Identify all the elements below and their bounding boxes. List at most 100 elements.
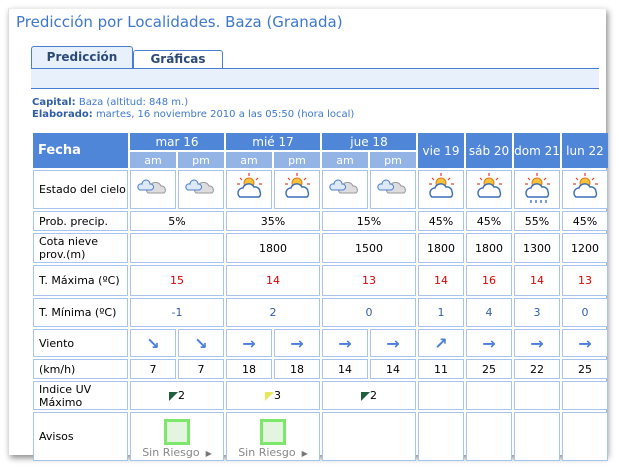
- wind-cell: →: [274, 329, 320, 357]
- kmh-value: 18: [290, 362, 304, 376]
- sun-cloud-rain-icon: [520, 173, 554, 208]
- capital-value: Baza (altitud: 848 m.): [78, 97, 189, 108]
- snow-value: 1500: [355, 241, 383, 255]
- kmh-cell: 14: [322, 359, 368, 379]
- wind-direction-icon: →: [338, 333, 352, 353]
- uv-level-icon: [169, 392, 178, 401]
- day-header: jue 18: [322, 133, 416, 150]
- kmh-value: 14: [338, 362, 352, 376]
- sky-cell: [322, 170, 368, 209]
- avisos-cell: [514, 412, 560, 461]
- cloudy-icon: [376, 179, 410, 208]
- arrow-right-icon[interactable]: ▶: [301, 448, 308, 458]
- header-row-days: Fecha mar 16 mié 17 jue 18 vie 19 sáb 20 dom 2…: [33, 133, 608, 168]
- precip-value: 55%: [524, 214, 550, 228]
- tmin-cell: 3: [514, 298, 560, 327]
- precip-cell: 35%: [226, 211, 320, 231]
- snow-value: 1800: [475, 241, 503, 255]
- precip-cell: 45%: [418, 211, 464, 231]
- day-header: dom 21: [514, 133, 560, 168]
- day-header: mar 16: [130, 133, 224, 150]
- sky-cell: [514, 170, 560, 209]
- sky-cell: [418, 170, 464, 209]
- wind-cell: →: [562, 329, 608, 357]
- uv-cell: 2: [130, 381, 224, 410]
- tmin-cell: 1: [418, 298, 464, 327]
- sky-cell: [226, 170, 272, 209]
- row-avisos: Avisos Sin Riesgo ▶ Sin Riesgo ▶: [33, 412, 608, 461]
- precip-value: 45%: [572, 214, 598, 228]
- kmh-cell: 25: [562, 359, 608, 379]
- wind-cell: →: [370, 329, 416, 357]
- kmh-value: 25: [482, 362, 496, 376]
- uv-cell: [466, 381, 512, 410]
- kmh-value: 7: [197, 362, 205, 376]
- tmin-value: 0: [365, 306, 373, 319]
- kmh-cell: 7: [178, 359, 224, 379]
- row-tmin: T. Mínima (ºC) -1 2 0 1 4 3 0: [33, 298, 608, 327]
- sky-cell: [178, 170, 224, 209]
- wind-direction-icon: →: [290, 333, 304, 353]
- tmin-value: 0: [581, 306, 589, 319]
- period-header: pm: [370, 152, 416, 168]
- wind-direction-icon: ↗: [434, 333, 448, 353]
- sky-cell: [274, 170, 320, 209]
- kmh-cell: 11: [418, 359, 464, 379]
- tab-prediccion[interactable]: Predicción: [31, 46, 133, 68]
- elaborado-info: Elaborado: martes, 16 noviembre 2010 a l…: [32, 109, 354, 120]
- tmin-cell: 2: [226, 298, 320, 327]
- header-row-ampm: am pm am pm am pm: [33, 152, 608, 168]
- wind-cell: ↘: [130, 329, 176, 357]
- wind-direction-icon: →: [386, 333, 400, 353]
- wind-direction-icon: →: [530, 333, 544, 353]
- wind-cell: →: [322, 329, 368, 357]
- precip-cell: 15%: [322, 211, 416, 231]
- row-label-wind: Viento: [33, 329, 128, 357]
- day-header: mié 17: [226, 133, 320, 150]
- row-label-uv: Indice UV Máximo: [33, 381, 128, 410]
- sky-cell: [466, 170, 512, 209]
- kmh-cell: 7: [130, 359, 176, 379]
- avisos-cell: [418, 412, 464, 461]
- uv-value: 3: [274, 389, 281, 402]
- wind-direction-icon: ↘: [194, 333, 208, 353]
- period-header: am: [130, 152, 176, 168]
- row-label-precip: Prob. precip.: [33, 211, 128, 231]
- precip-value: 45%: [476, 214, 502, 228]
- elaborado-label: Elaborado:: [32, 109, 93, 120]
- precip-cell: 45%: [466, 211, 512, 231]
- kmh-cell: 18: [274, 359, 320, 379]
- snow-cell: 1200: [562, 233, 608, 263]
- tmin-cell: 0: [322, 298, 416, 327]
- sky-cell: [130, 170, 176, 209]
- snow-cell: [130, 233, 224, 263]
- row-sky: Estado del cielo: [33, 170, 608, 209]
- tmin-value: 3: [533, 306, 541, 319]
- wind-cell: →: [226, 329, 272, 357]
- kmh-cell: 25: [466, 359, 512, 379]
- uv-cell: 2: [322, 381, 416, 410]
- uv-level-icon: [361, 392, 370, 401]
- avisos-cell[interactable]: Sin Riesgo ▶: [130, 412, 224, 461]
- snow-cell: 1800: [418, 233, 464, 263]
- warning-label: Sin Riesgo: [238, 445, 296, 459]
- snow-value: 1800: [259, 241, 287, 255]
- kmh-value: 11: [434, 362, 448, 376]
- period-header: pm: [274, 152, 320, 168]
- tmin-value: -1: [171, 306, 183, 319]
- tab-graficas[interactable]: Gráficas: [133, 50, 223, 68]
- tab-content-bar: [31, 68, 599, 89]
- snow-value: 1200: [571, 241, 599, 255]
- kmh-value: 14: [386, 362, 400, 376]
- arrow-right-icon[interactable]: ▶: [205, 448, 212, 458]
- tmin-value: 2: [269, 306, 277, 319]
- sky-cell: [370, 170, 416, 209]
- cloudy-icon: [328, 179, 362, 208]
- avisos-cell[interactable]: Sin Riesgo ▶: [226, 412, 320, 461]
- snow-cell: 1800: [226, 233, 320, 263]
- uv-level-icon: [265, 392, 274, 401]
- snow-value: 1300: [523, 241, 551, 255]
- day-header: lun 22: [562, 133, 608, 168]
- tmax-value: 13: [578, 274, 592, 287]
- tmax-cell: 14: [514, 265, 560, 296]
